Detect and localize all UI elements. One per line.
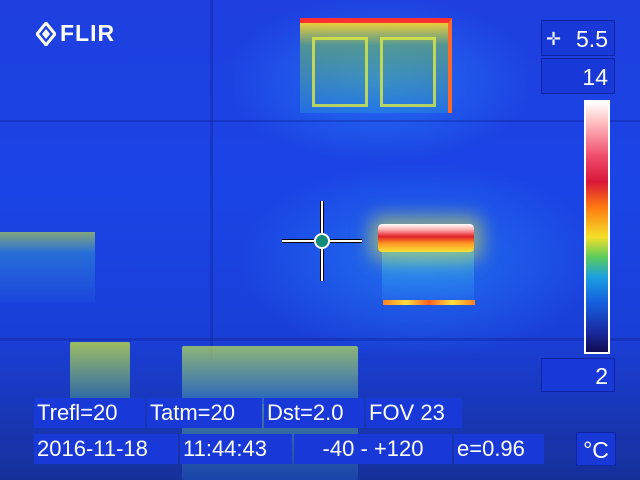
- spot-readout: ✛ 5.5: [541, 20, 615, 56]
- floor-line: [0, 120, 640, 122]
- warm-patch: [70, 342, 130, 402]
- scale-max-value: 14: [582, 64, 608, 90]
- spot-meter-icon: ✛: [546, 29, 562, 49]
- window-top: [300, 18, 452, 113]
- param-fov: FOV 23: [366, 398, 462, 428]
- window-middle-body: [382, 250, 474, 300]
- param-time: 11:44:43: [180, 434, 292, 464]
- param-emissivity: e=0.96: [454, 434, 544, 464]
- param-trefl: Trefl=20: [34, 398, 145, 428]
- flir-diamond-icon: [36, 21, 56, 46]
- color-scale-bar: [584, 100, 610, 354]
- logo-text: FLIR: [60, 20, 116, 46]
- spot-value: 5.5: [576, 26, 608, 52]
- spot-crosshair[interactable]: [282, 201, 362, 281]
- scale-min-value: 2: [595, 363, 608, 389]
- wall-edge: [210, 0, 213, 360]
- param-date: 2016-11-18: [34, 434, 178, 464]
- window-left: [0, 232, 95, 302]
- floor-line: [0, 338, 640, 341]
- param-range: -40 - +120: [294, 434, 452, 464]
- scale-min: 2: [541, 358, 615, 392]
- window-pane: [312, 37, 368, 107]
- warm-patch: [182, 346, 358, 404]
- flir-logo: FLIR: [36, 20, 115, 47]
- window-sill: [383, 300, 475, 305]
- window-pane: [380, 37, 436, 107]
- param-dst: Dst=2.0: [264, 398, 364, 428]
- scale-max: 14: [541, 58, 615, 94]
- unit-text: °C: [583, 437, 609, 463]
- window-middle-hotspot: [378, 224, 474, 252]
- param-tatm: Tatm=20: [147, 398, 262, 428]
- unit-label: °C: [576, 432, 616, 466]
